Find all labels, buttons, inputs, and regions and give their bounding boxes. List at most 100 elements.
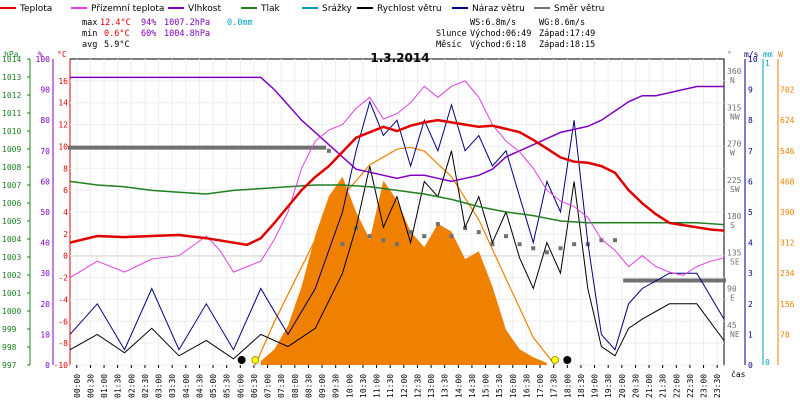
sunrise-time: Východ:06:49 (470, 29, 531, 39)
rain-unit: mm (763, 50, 773, 59)
wind-dir-point (381, 238, 386, 243)
legend-item-7: Náraz větru (452, 4, 525, 14)
series-pressure (69, 180, 725, 226)
wind-speed-tick-label: 0 (748, 361, 753, 370)
solar-unit: W (778, 50, 783, 59)
temperature-tick-label: 16 (58, 77, 68, 86)
temperature-tick-label: -8 (58, 339, 68, 348)
wind-dir-compass-label: NE (730, 330, 740, 339)
stats-max-label: max (82, 18, 97, 28)
time-tick-label: 11:30 (386, 374, 395, 398)
temperature-tick-label: 8 (63, 164, 68, 173)
legend-item-1: Teplota (0, 4, 52, 14)
sun-marker-icon (551, 356, 559, 364)
wind-dir-tick-label: 315 (727, 103, 742, 112)
stats-block: max 12.4°C 94% 1007.2hPa 0.0mm min 0.6°C… (82, 18, 253, 50)
temperature-tick-label: -2 (58, 274, 68, 283)
wind-dir-compass-label: SE (730, 257, 740, 266)
stats-min-label: min (82, 29, 97, 39)
series-solar-theoretical (254, 146, 556, 366)
wind-dir-tick-label: 45 (727, 321, 737, 330)
pressure-tick-label: 1002 (2, 271, 21, 280)
pressure-tick-label: 1005 (2, 217, 21, 226)
temperature-tick-label: -4 (58, 295, 68, 304)
stats-avg-temp: 5.9°C (104, 40, 130, 50)
temperature-tick-label: 4 (63, 208, 68, 217)
wind-dir-compass-label: E (730, 294, 735, 303)
legend-label: Srážky (322, 4, 353, 14)
time-tick-label: 05:30 (223, 374, 232, 398)
humidity-tick-label: 50 (40, 208, 50, 217)
time-tick-label: 02:30 (141, 374, 150, 398)
astro-block: WS:6.8m/s WG:8.6m/s Slunce Východ:06:49 … (436, 18, 595, 50)
pressure-tick-label: 1001 (2, 289, 21, 298)
wind-dir-compass-label: N (730, 76, 735, 85)
legend-item-3: Vlhkost (168, 4, 221, 14)
series-ground-temperature (69, 80, 725, 279)
time-tick-label: 17:30 (550, 374, 559, 398)
wind-dir-point (599, 238, 604, 243)
solar-tick-label: 546 (780, 147, 795, 156)
stats-min-press: 1004.8hPa (164, 29, 210, 39)
pressure-tick-label: 1014 (2, 55, 21, 64)
legend-label: Rychlost větru (377, 4, 442, 14)
stats-max-hum: 94% (141, 18, 156, 28)
time-tick-label: 00:30 (86, 374, 95, 398)
humidity-tick-label: 0 (45, 361, 50, 370)
humidity-tick-label: 40 (40, 239, 50, 248)
temperature-tick-label: 6 (63, 186, 68, 195)
legend-label: Teplota (19, 4, 52, 14)
time-axis-label: čas (731, 369, 746, 379)
temperature-tick-label: 10 (58, 142, 68, 151)
pressure-tick-label: 1000 (2, 307, 21, 316)
time-tick-label: 13:00 (427, 374, 436, 398)
moonrise-time: Východ:6:18 (470, 40, 526, 50)
solar-tick-label: 312 (780, 239, 795, 248)
wind-dir-compass-label: W (730, 149, 735, 158)
time-tick-label: 20:30 (631, 374, 640, 398)
humidity-tick-label: 10 (40, 330, 50, 339)
wind-dir-tick-label: 135 (727, 248, 742, 257)
time-tick-label: 14:30 (468, 374, 477, 398)
legend-label: Směr větru (554, 4, 604, 14)
time-tick-label: 17:00 (536, 374, 545, 398)
temperature-tick-label: 12 (58, 121, 68, 130)
wind-dir-point (435, 222, 440, 227)
pressure-tick-label: 999 (2, 325, 17, 334)
humidity-tick-label: 30 (40, 269, 50, 278)
chart-title: 1.3.2014 (370, 51, 429, 65)
time-tick-label: 09:30 (332, 374, 341, 398)
humidity-tick-label: 60 (40, 177, 50, 186)
wind-dir-point (476, 230, 481, 235)
humidity-tick-label: 80 (40, 116, 50, 125)
time-tick-label: 08:30 (304, 374, 313, 398)
wind-speed-tick-label: 8 (748, 116, 753, 125)
time-tick-label: 04:00 (182, 374, 191, 398)
legend-item-4: Tlak (241, 4, 281, 14)
wind-speed-tick-label: 2 (748, 300, 753, 309)
wind-speed-info: WS:6.8m/s (470, 18, 516, 28)
stats-max-rain: 0.0mm (227, 18, 253, 28)
wind-dir-compass-label: SW (730, 185, 740, 194)
sunset-time: Západ:17:49 (539, 29, 595, 39)
time-tick-label: 09:00 (318, 374, 327, 398)
wind-speed-unit: m/s (744, 50, 759, 59)
time-tick-label: 12:00 (400, 374, 409, 398)
series-wind-gust (69, 100, 725, 351)
temperature-tick-label: -10 (54, 361, 69, 370)
humidity-tick-label: 70 (40, 147, 50, 156)
wind-dir-point (504, 234, 508, 239)
stats-min-hum: 60% (141, 29, 156, 39)
wind-dir-point (544, 250, 549, 255)
wind-dir-point (531, 246, 536, 251)
series-wind-speed (69, 150, 725, 360)
sun-label: Slunce (436, 29, 467, 39)
wind-dir-tick-label: 270 (727, 140, 742, 149)
time-tick-label: 06:30 (250, 374, 259, 398)
wind-speed-tick-label: 3 (748, 269, 753, 278)
wind-dir-point (367, 234, 372, 239)
wind-gust-info: WG:8.6m/s (539, 18, 585, 28)
pressure-tick-label: 1004 (2, 235, 21, 244)
